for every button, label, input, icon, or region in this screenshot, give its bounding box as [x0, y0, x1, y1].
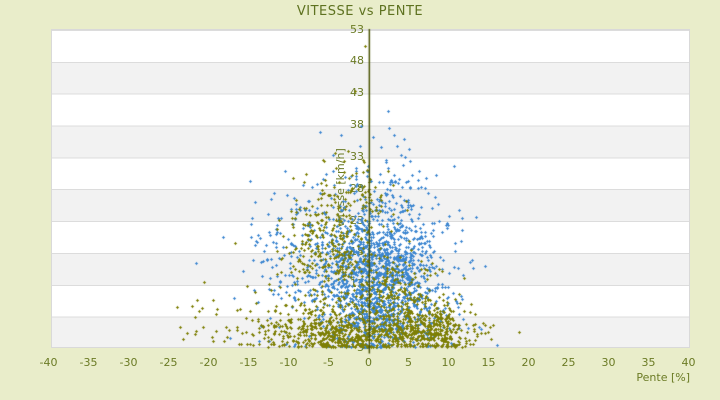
x-tick-label: 5 — [405, 356, 412, 369]
x-tick-label: -25 — [159, 356, 178, 369]
x-axis-title: Pente [%] — [636, 371, 690, 384]
x-tick-label: -20 — [199, 356, 218, 369]
x-tick-label: -30 — [119, 356, 138, 369]
x-tick-label: -5 — [323, 356, 334, 369]
x-tick-label: 25 — [561, 356, 576, 369]
x-tick-label: 40 — [681, 356, 696, 369]
x-tick-label: 30 — [601, 356, 616, 369]
x-tick-label: 10 — [441, 356, 456, 369]
x-tick-label: 20 — [521, 356, 536, 369]
x-tick-label: 35 — [641, 356, 656, 369]
x-tick-label: -10 — [279, 356, 298, 369]
x-tick-label: 15 — [481, 356, 496, 369]
x-tick-label: -35 — [79, 356, 98, 369]
x-tick-label: -40 — [39, 356, 58, 369]
x-tick-label: -15 — [239, 356, 258, 369]
x-tick-label: 0 — [365, 356, 372, 369]
